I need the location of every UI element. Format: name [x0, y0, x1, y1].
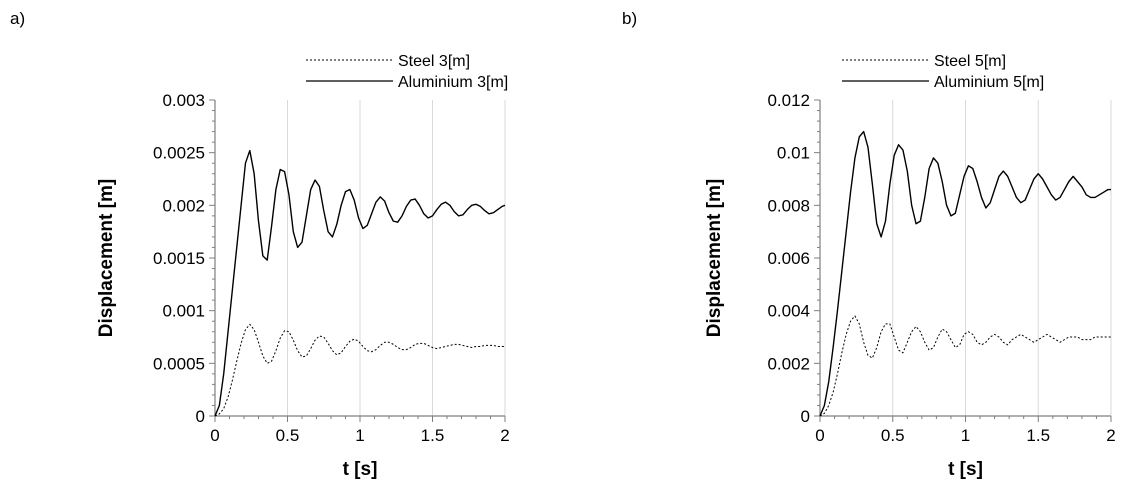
panel-label: b)	[622, 9, 637, 28]
series-line-steel-5-m	[819, 315, 1111, 417]
y-tick-label: 0	[196, 407, 205, 426]
legend-label: Aluminium 3[m]	[398, 74, 508, 91]
x-tick-label: 0	[815, 426, 824, 445]
x-tick-label: 2	[1106, 426, 1115, 445]
x-tick-label: 0	[210, 426, 219, 445]
x-axis-label: t [s]	[948, 459, 983, 480]
y-tick-label: 0.008	[767, 196, 810, 215]
x-tick-label: 2	[500, 426, 509, 445]
x-tick-label: 1	[355, 426, 364, 445]
y-tick-label: 0.002	[162, 196, 205, 215]
y-tick-label: 0.002	[767, 354, 810, 373]
y-tick-label: 0.004	[767, 302, 810, 321]
y-tick-label: 0.0005	[153, 354, 205, 373]
chart-panel-a: a) 0 0.0005 0.001 0.0015 0.002 0.0025 0.003 0 0.5…	[10, 9, 510, 480]
y-tick-label: 0	[801, 407, 810, 426]
y-tick-label: 0.01	[777, 144, 810, 163]
y-tick-label: 0.0015	[153, 249, 205, 268]
series-line-steel-3-m	[214, 323, 505, 417]
y-tick-label: 0.003	[162, 91, 205, 110]
y-tick-label: 0.0025	[153, 144, 205, 163]
y-axis-label: Displacement [m]	[704, 179, 725, 337]
series-line-aluminium-3-m	[214, 149, 506, 417]
series-line-aluminium-5-m	[819, 130, 1111, 417]
y-axis-label: Displacement [m]	[96, 179, 117, 337]
y-tick-label: 0.001	[162, 302, 205, 321]
legend-label: Aluminium 5[m]	[934, 74, 1044, 91]
legend-label: Steel 5[m]	[934, 53, 1006, 70]
x-tick-label: 0.5	[881, 426, 905, 445]
x-tick-label: 1.5	[421, 426, 445, 445]
panel-label: a)	[10, 9, 25, 28]
x-tick-label: 0.5	[276, 426, 300, 445]
chart-panel-b: b) 0 0.002 0.004 0.006 0.008 0.01 0.012 0 0.5 1 1.5…	[622, 9, 1116, 480]
y-tick-label: 0.006	[767, 249, 810, 268]
legend-label: Steel 3[m]	[398, 53, 470, 70]
x-axis-label: t [s]	[343, 459, 378, 480]
x-tick-label: 1	[961, 426, 970, 445]
y-tick-label: 0.012	[767, 91, 810, 110]
x-tick-label: 1.5	[1026, 426, 1050, 445]
